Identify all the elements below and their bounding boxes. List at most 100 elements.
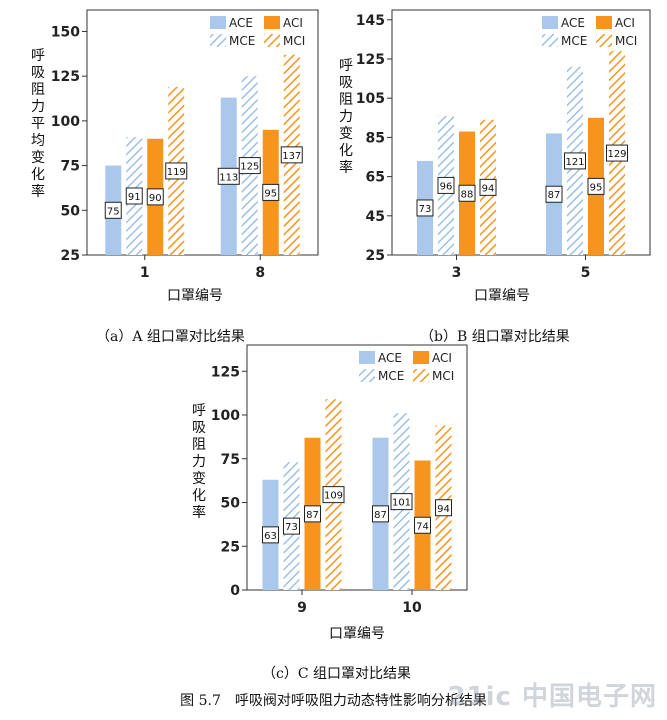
y-axis-label-char: 吸 xyxy=(339,75,353,91)
legend-swatch-mce xyxy=(542,34,558,47)
plot-area xyxy=(246,344,468,591)
legend-swatch-ace xyxy=(359,351,375,364)
data-label: 101 xyxy=(392,498,411,509)
y-axis-label-char: 化 xyxy=(339,143,353,159)
legend-swatch-ace xyxy=(210,16,226,29)
legend-swatch-mce xyxy=(210,34,226,47)
data-label: 73 xyxy=(285,522,298,533)
data-label-box xyxy=(304,505,321,523)
y-axis-label-char: 率 xyxy=(192,504,206,521)
data-label: 121 xyxy=(565,157,584,168)
data-label-box xyxy=(390,493,413,511)
data-label: 94 xyxy=(437,504,450,515)
data-label-box xyxy=(435,499,452,517)
x-tick-label: 9 xyxy=(297,600,307,616)
y-tick-label: 85 xyxy=(366,130,385,146)
y-tick-label: 75 xyxy=(61,159,80,175)
y-axis-label-char: 呼 xyxy=(31,48,45,64)
y-tick-label: 125 xyxy=(51,69,80,85)
x-tick-label: 5 xyxy=(581,265,591,281)
legend-swatch-mci xyxy=(596,34,612,47)
data-label-box xyxy=(587,177,605,195)
y-tick-label: 25 xyxy=(366,248,385,264)
y-tick-label: 105 xyxy=(356,91,385,107)
data-label-box xyxy=(238,157,261,175)
y-axis-label-char: 率 xyxy=(339,159,353,176)
data-label: 87 xyxy=(306,510,319,521)
y-axis-label-char: 力 xyxy=(339,109,353,125)
data-label-box xyxy=(372,505,389,523)
chart-svg: 25 45 65 85 105 125 145 3 73 96 88 94 5 87 121 95 129 ACE… xyxy=(339,9,651,304)
plot-area xyxy=(86,9,319,256)
legend-label: ACI xyxy=(615,16,635,30)
data-label: 95 xyxy=(264,188,277,199)
y-tick-label: 150 xyxy=(51,24,80,40)
legend-label: MCE xyxy=(229,34,255,48)
data-label: 87 xyxy=(374,510,387,521)
data-label: 90 xyxy=(149,193,162,204)
data-label: 137 xyxy=(282,151,301,162)
data-label: 125 xyxy=(240,162,259,173)
data-label: 87 xyxy=(548,190,561,201)
y-tick-label: 100 xyxy=(211,408,240,424)
data-label: 129 xyxy=(607,149,626,160)
y-axis-label-char: 呼 xyxy=(339,58,353,74)
x-tick-label: 8 xyxy=(255,265,265,281)
y-tick-label: 25 xyxy=(61,248,80,264)
data-label-box xyxy=(416,199,434,217)
data-label-box xyxy=(280,146,303,164)
y-axis-label-char: 吸 xyxy=(192,420,206,436)
data-label-box xyxy=(165,162,188,180)
x-axis-label: 口罩编号 xyxy=(474,288,530,304)
chart-a-caption: （a）A 组口罩对比结果 xyxy=(96,329,245,345)
y-axis-label-char: 化 xyxy=(31,167,45,183)
y-axis-label-char: 均 xyxy=(31,133,45,149)
data-label: 119 xyxy=(167,167,186,178)
legend-label: ACI xyxy=(432,351,452,365)
legend-swatch-aci xyxy=(264,16,280,29)
y-axis-label-char: 阻 xyxy=(31,82,45,98)
y-tick-label: 125 xyxy=(211,364,240,380)
x-tick-label: 3 xyxy=(452,265,462,281)
data-label-box xyxy=(414,516,431,534)
plot-area xyxy=(391,9,651,256)
x-tick-label: 10 xyxy=(402,600,422,616)
y-axis-label-char: 阻 xyxy=(192,437,206,453)
legend-swatch-ace xyxy=(542,16,558,29)
data-label-box xyxy=(262,183,280,201)
data-label-box xyxy=(283,517,300,535)
chart-c: 0 25 50 75 100 125 9 63 73 87 109 10 87 101 74 94 ACE ACI… xyxy=(185,344,475,645)
data-label: 91 xyxy=(128,192,141,203)
legend-swatch-aci xyxy=(596,16,612,29)
data-label-box xyxy=(437,176,455,194)
data-label-box xyxy=(104,201,122,219)
data-label-box xyxy=(146,188,164,206)
legend-label: ACE xyxy=(229,16,253,30)
y-axis-label-char: 变 xyxy=(339,126,353,142)
y-axis-label-char: 力 xyxy=(192,454,206,470)
x-axis-label: 口罩编号 xyxy=(167,288,223,304)
data-label-box xyxy=(458,184,476,202)
data-label-box xyxy=(564,152,586,170)
y-axis-label-char: 力 xyxy=(31,99,45,115)
y-axis-label-char: 率 xyxy=(31,183,45,200)
data-label-box xyxy=(322,486,345,504)
y-tick-label: 0 xyxy=(230,583,240,599)
figure-caption: 图 5.7 呼吸阀对呼吸阻力动态特性影响分析结果 xyxy=(180,693,487,709)
data-label: 96 xyxy=(440,181,453,192)
data-label: 74 xyxy=(416,521,429,532)
y-tick-label: 75 xyxy=(221,452,240,468)
chart-svg: 0 25 50 75 100 125 9 63 73 87 109 10 87 101 74 94 ACE ACI… xyxy=(192,344,468,642)
y-axis-label-char: 平 xyxy=(31,116,45,132)
y-tick-label: 65 xyxy=(366,170,385,186)
legend-label: MCI xyxy=(615,34,637,48)
data-label: 63 xyxy=(264,531,277,542)
y-tick-label: 45 xyxy=(366,209,385,225)
data-label-box xyxy=(217,167,240,185)
chart-a: 25 50 75 100 125 150 1 75 91 90 119 8 113 125 95 137 ACE… xyxy=(0,0,330,304)
y-axis-label-char: 化 xyxy=(192,488,206,504)
legend-label: MCI xyxy=(283,34,305,48)
data-label: 95 xyxy=(590,182,603,193)
chart-c-caption: （c）C 组口罩对比结果 xyxy=(262,666,412,682)
y-tick-label: 50 xyxy=(61,203,81,219)
